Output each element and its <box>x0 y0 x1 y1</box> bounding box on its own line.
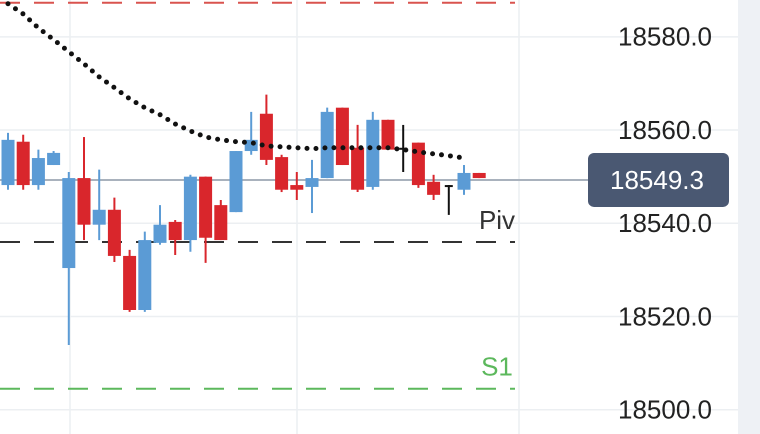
candle-body <box>444 185 453 188</box>
last-price-label: 18549.3 <box>610 165 704 195</box>
level-label: S1 <box>481 352 513 382</box>
candle-body <box>107 209 121 256</box>
last-price-box <box>588 152 729 207</box>
candle-body <box>457 172 471 190</box>
candle-body <box>320 111 334 179</box>
y-tick-label: 18540.0 <box>618 208 712 238</box>
candle-body <box>214 205 228 241</box>
candle-body <box>399 147 408 150</box>
y-tick-label: 18520.0 <box>618 301 712 331</box>
candle-body <box>1 139 15 186</box>
candle-body <box>366 119 380 187</box>
candle-body <box>335 107 349 166</box>
candle-body <box>168 221 182 241</box>
candle-body <box>472 172 486 179</box>
candle-body <box>77 178 91 225</box>
candle-body <box>411 142 425 186</box>
candle-body <box>275 157 289 190</box>
candle-body <box>31 158 45 186</box>
side-strip <box>738 0 760 434</box>
candle-body <box>62 178 76 269</box>
candle-body <box>47 152 61 166</box>
candle-body <box>290 185 304 190</box>
candle-body <box>244 139 258 152</box>
candle-body <box>229 151 243 213</box>
candle-body <box>351 147 365 190</box>
candle-body <box>153 224 167 243</box>
candle-body <box>199 176 213 238</box>
candle-body <box>259 113 273 160</box>
moving-average <box>5 1 467 161</box>
level-label: Piv <box>479 205 515 235</box>
candle-body <box>427 181 441 195</box>
candle-body <box>381 119 395 150</box>
candle-body <box>123 255 137 310</box>
candle-body <box>183 176 197 241</box>
candle-body <box>305 178 319 187</box>
y-tick-label: 18560.0 <box>618 115 712 145</box>
y-tick-label: 18500.0 <box>618 395 712 425</box>
candle-body <box>92 209 106 225</box>
y-tick-label: 18580.0 <box>618 22 712 52</box>
candle-body <box>16 141 30 186</box>
candle-body <box>138 240 152 310</box>
